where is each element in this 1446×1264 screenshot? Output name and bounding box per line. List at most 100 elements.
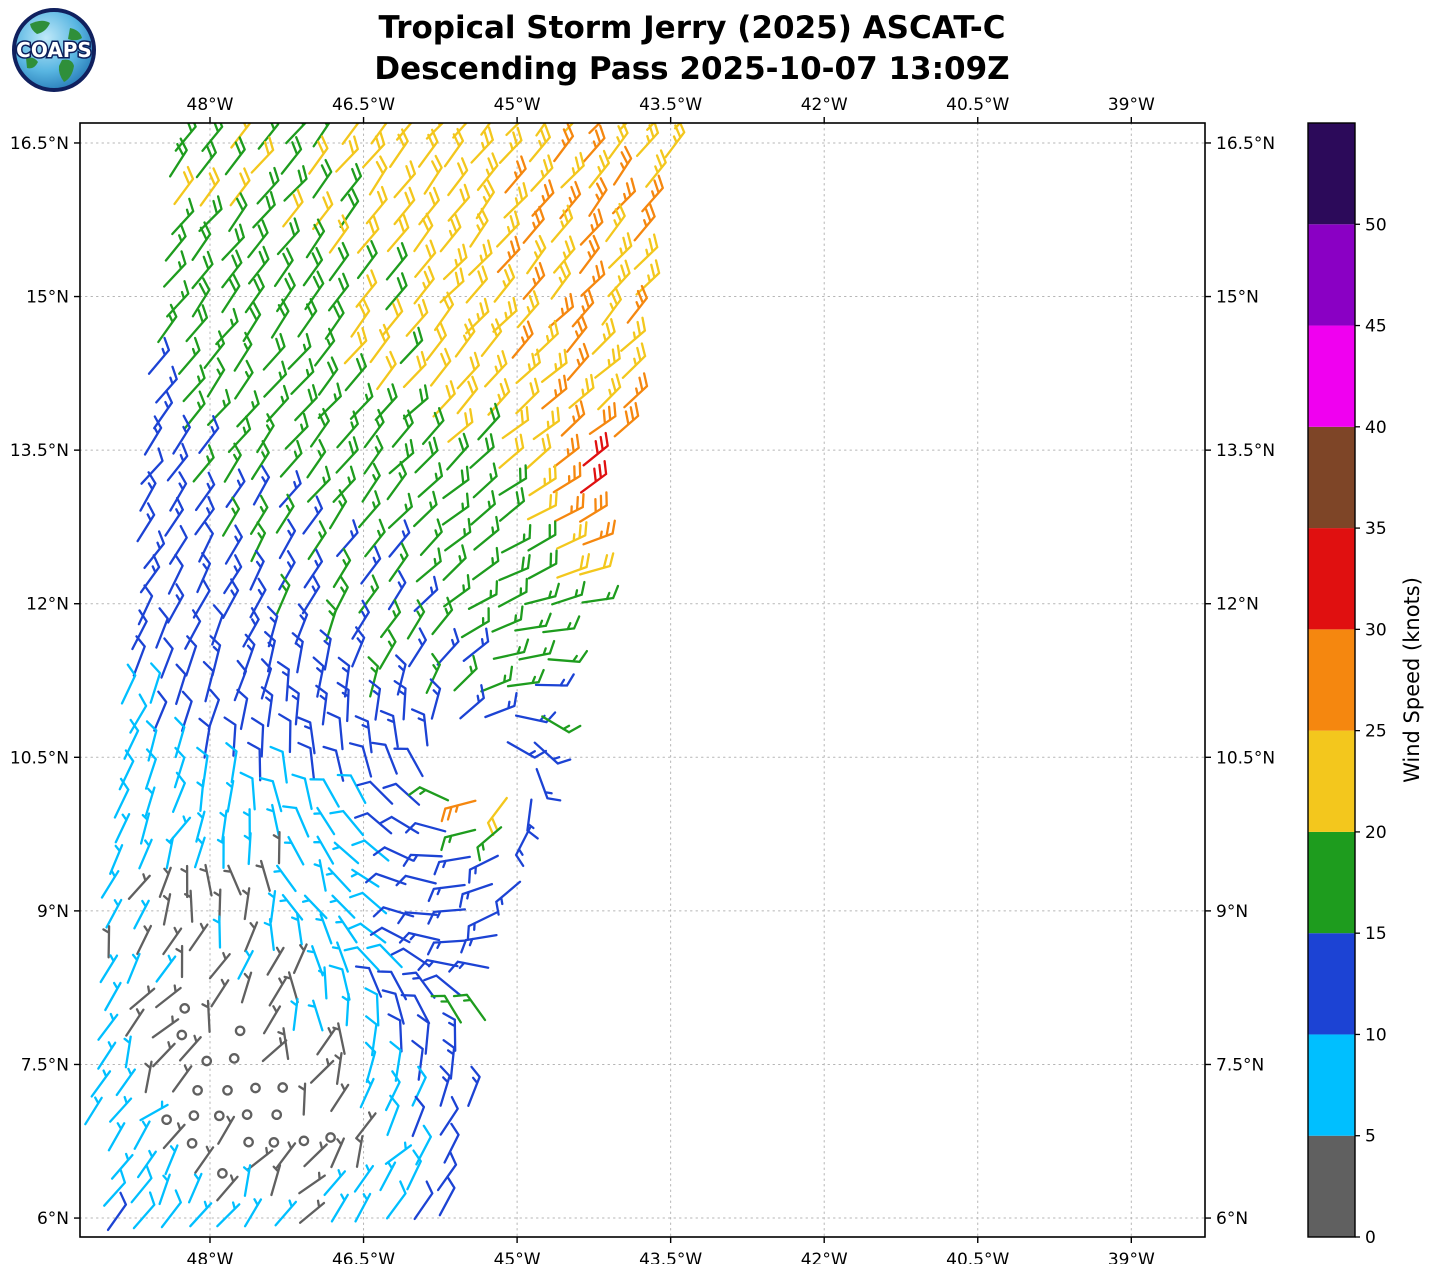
wind-barb — [492, 296, 518, 333]
wind-barb — [278, 470, 302, 508]
wind-barb — [579, 234, 600, 274]
wind-barb — [189, 1200, 213, 1228]
wind-barb — [324, 300, 345, 340]
wind-barb — [395, 874, 437, 887]
wind-barb — [133, 899, 150, 930]
wind-barb — [149, 662, 162, 704]
wind-barb — [260, 686, 274, 728]
wind-barb — [416, 1014, 430, 1055]
wind-barb — [230, 123, 252, 149]
wind-barb — [305, 218, 326, 259]
wind-barb — [442, 465, 470, 500]
wind-barb — [374, 383, 398, 421]
wind-barb — [144, 1060, 153, 1094]
wind-barb — [306, 465, 331, 503]
wind-barb — [272, 831, 281, 865]
wind-barb — [626, 284, 648, 324]
wind-barb — [262, 332, 286, 371]
wind-barb — [568, 373, 595, 409]
wind-barb — [556, 521, 588, 550]
wind-barb — [448, 960, 490, 973]
colorbar-tick-label: 45 — [1365, 317, 1387, 337]
wind-barb — [191, 221, 212, 261]
wind-barb — [164, 223, 187, 262]
coaps-logo: COAPS — [10, 6, 98, 94]
axis-labels: 48°W 48°W 46.5°W 46.5°W 45°W 45°W 43.5°W 43.5°W… — [10, 95, 1275, 1264]
wind-barb — [271, 1109, 283, 1121]
wind-barb — [518, 639, 556, 661]
wind-barb — [137, 584, 154, 626]
wind-barb — [243, 1136, 254, 1148]
wind-barb — [224, 524, 243, 565]
wind-barb — [307, 520, 327, 561]
wind-barb — [386, 1094, 400, 1137]
wind-barb — [491, 605, 524, 633]
wind-barb — [275, 493, 295, 534]
wind-barb — [480, 318, 503, 357]
wind-barb — [252, 191, 276, 229]
wind-barb — [330, 1193, 349, 1223]
wind-barb — [222, 578, 240, 619]
wind-barb — [467, 1065, 481, 1107]
wind-barb — [165, 836, 175, 870]
wind-barb — [535, 767, 562, 802]
wind-barb — [442, 544, 467, 581]
wind-barb — [301, 894, 328, 920]
wind-barb — [297, 298, 318, 338]
wind-barb — [143, 415, 163, 456]
wind-barb — [182, 364, 206, 403]
wind-barb — [136, 1149, 157, 1179]
wind-barb — [164, 1144, 179, 1176]
y-tick-label-right: 10.5°N — [1216, 748, 1275, 768]
wind-barb — [579, 459, 608, 494]
wind-barb — [413, 490, 438, 528]
wind-barb — [641, 174, 664, 213]
x-tick-label-bottom: 42°W — [801, 1250, 848, 1264]
wind-barb — [307, 999, 324, 1032]
wind-barb — [401, 971, 436, 999]
colorbar-tick-label: 5 — [1365, 1127, 1376, 1147]
wind-barb — [443, 127, 465, 168]
wind-barb — [202, 660, 215, 703]
wind-barb — [173, 746, 186, 789]
wind-barb — [145, 720, 158, 762]
wind-barb — [361, 462, 381, 503]
wind-barb — [552, 461, 582, 494]
wind-barb — [195, 139, 217, 179]
wind-barb — [201, 1055, 213, 1067]
wind-barb — [102, 925, 111, 959]
wind-barb — [351, 599, 370, 640]
wind-barb — [151, 1015, 180, 1039]
x-tick-label-bottom: 39°W — [1108, 1250, 1155, 1264]
wind-barb — [294, 384, 318, 422]
wind-barb — [155, 954, 177, 983]
wind-barb — [155, 607, 169, 649]
wind-barb — [620, 316, 647, 352]
wind-barb — [417, 958, 459, 972]
wind-barb — [526, 798, 539, 840]
wind-barb — [582, 124, 606, 163]
x-tick-label-bottom: 48°W — [187, 1250, 234, 1264]
wind-barb — [504, 155, 527, 194]
wind-barb — [623, 372, 649, 409]
wind-barb — [115, 1067, 136, 1097]
wind-barb — [125, 1008, 145, 1037]
wind-barb — [447, 157, 469, 197]
wind-barb — [242, 887, 251, 921]
wind-barb — [213, 1110, 225, 1122]
wind-barb — [312, 191, 334, 231]
wind-barb — [313, 835, 335, 865]
wind-barb — [402, 853, 443, 867]
wind-barb — [440, 828, 477, 852]
wind-barb — [215, 307, 239, 346]
wind-barb — [217, 1168, 228, 1179]
calm-circle — [228, 1053, 240, 1064]
wind-barb — [368, 155, 388, 196]
wind-barb — [429, 678, 442, 720]
wind-barb — [196, 778, 205, 813]
wind-barb — [155, 365, 178, 404]
wind-barb — [358, 574, 380, 614]
wind-barb — [406, 1149, 422, 1191]
wind-barb — [635, 259, 661, 296]
